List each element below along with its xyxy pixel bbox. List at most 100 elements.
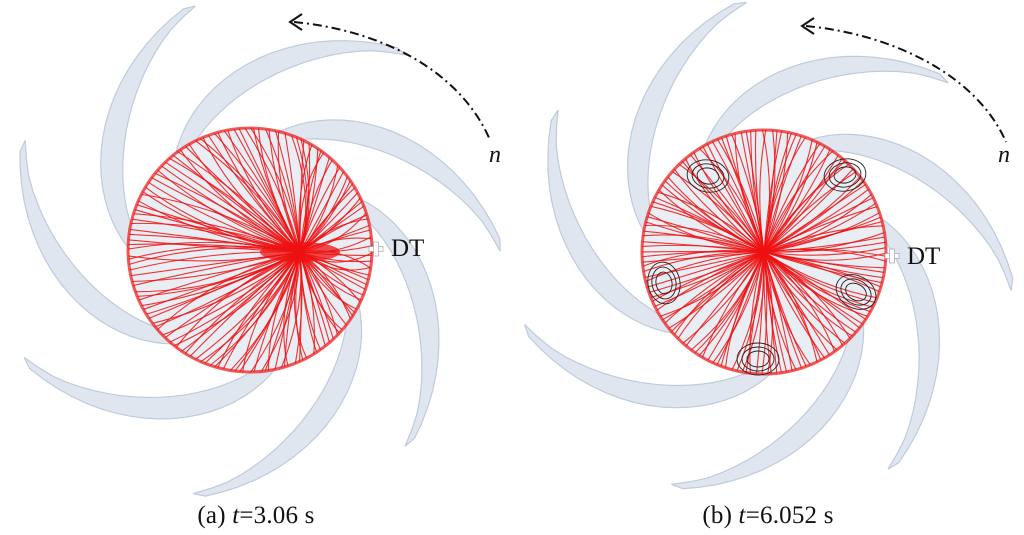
impeller-blade [696,55,949,186]
streamline [643,209,765,253]
streamline [763,251,861,336]
streamline [763,214,886,253]
streamlines [128,128,372,372]
streamline [682,251,765,351]
streamline [670,164,765,253]
streamline [763,251,794,374]
streamline [763,251,885,295]
streamline [763,181,871,253]
streamline [181,142,301,253]
streamline [257,128,301,253]
streamline [759,130,768,253]
streamline [691,147,765,253]
streamline [205,251,301,370]
probe-cross-v [889,248,895,264]
streamline [220,251,301,372]
streamline [190,251,301,363]
impeller-blade [19,140,213,345]
caption-variable: t [232,502,240,529]
streamline [225,251,301,372]
streamline [664,172,765,253]
streamline [195,251,301,366]
rotation-arrow [293,21,491,141]
streamline [200,132,301,253]
vortex-ring [686,159,730,193]
streamline [236,128,301,253]
streamline [763,130,804,253]
streamline [241,128,301,253]
streamline [724,131,765,253]
vortex-ring [651,266,677,300]
streamline [763,168,861,253]
vortex-ring [696,167,720,185]
streamline [177,145,301,253]
streamline [763,164,858,253]
caption-prefix: (b) [702,502,739,529]
streamline [257,251,301,372]
caption-value: =3.06 s [239,502,315,529]
streamline [724,251,765,373]
streamline [299,251,315,361]
vortex-ring [746,350,770,368]
streamline [225,128,301,253]
streamline [729,251,765,374]
streamline [763,130,784,253]
streamline [655,251,765,319]
dt-probe-label: DT [391,235,425,262]
streamline [763,153,846,253]
streamline [763,160,854,253]
impeller-blades [19,5,501,497]
streamline [763,132,809,253]
probe-cross-v [373,241,379,257]
impeller-blade [23,333,295,420]
streamline [643,251,765,295]
streamline [642,251,765,264]
vortex-ring [828,162,862,188]
vortex-ring [833,166,857,184]
streamline [763,251,819,368]
impeller-blade [626,1,747,263]
streamline [262,251,301,372]
streamline [230,251,301,372]
vortex [736,342,780,376]
streamline [299,145,324,253]
streamline [678,251,765,347]
streamline [763,251,854,343]
streamline [277,128,301,253]
streamline [763,251,828,363]
streamline [686,251,765,354]
streamline [763,225,886,253]
dt-probe-marker [884,248,900,264]
streamline [168,251,301,349]
streamline [150,251,301,330]
caption-b: (b) t=6.052 s [512,502,1024,530]
impeller-streamline-figure-a [19,5,501,497]
streamline [181,251,301,358]
streamline [763,235,886,253]
streamline [299,251,328,352]
caption-a: (a) t=3.06 s [0,502,512,530]
streamline [763,141,828,253]
rotation-direction-label: n [489,142,501,168]
streamline [763,219,886,253]
streamline [755,251,765,374]
impeller-blade [100,5,196,275]
impeller-blade [193,267,363,497]
streamline [763,251,838,357]
streamline [700,141,765,253]
streamline [645,251,765,300]
vortex-ring [840,278,872,306]
streamline [763,204,883,253]
streamline [299,148,328,253]
streamline [215,128,301,253]
streamline [655,185,765,253]
panel-a: DT n (a) t=3.06 s [0,5,512,530]
streamline [699,251,765,363]
caption-variable: t [738,502,746,529]
streamline [750,130,765,253]
vortex-ring [835,274,877,310]
streamline-core [260,242,340,262]
streamline [157,251,301,338]
streamline-core [760,248,768,256]
vortex [686,159,730,193]
